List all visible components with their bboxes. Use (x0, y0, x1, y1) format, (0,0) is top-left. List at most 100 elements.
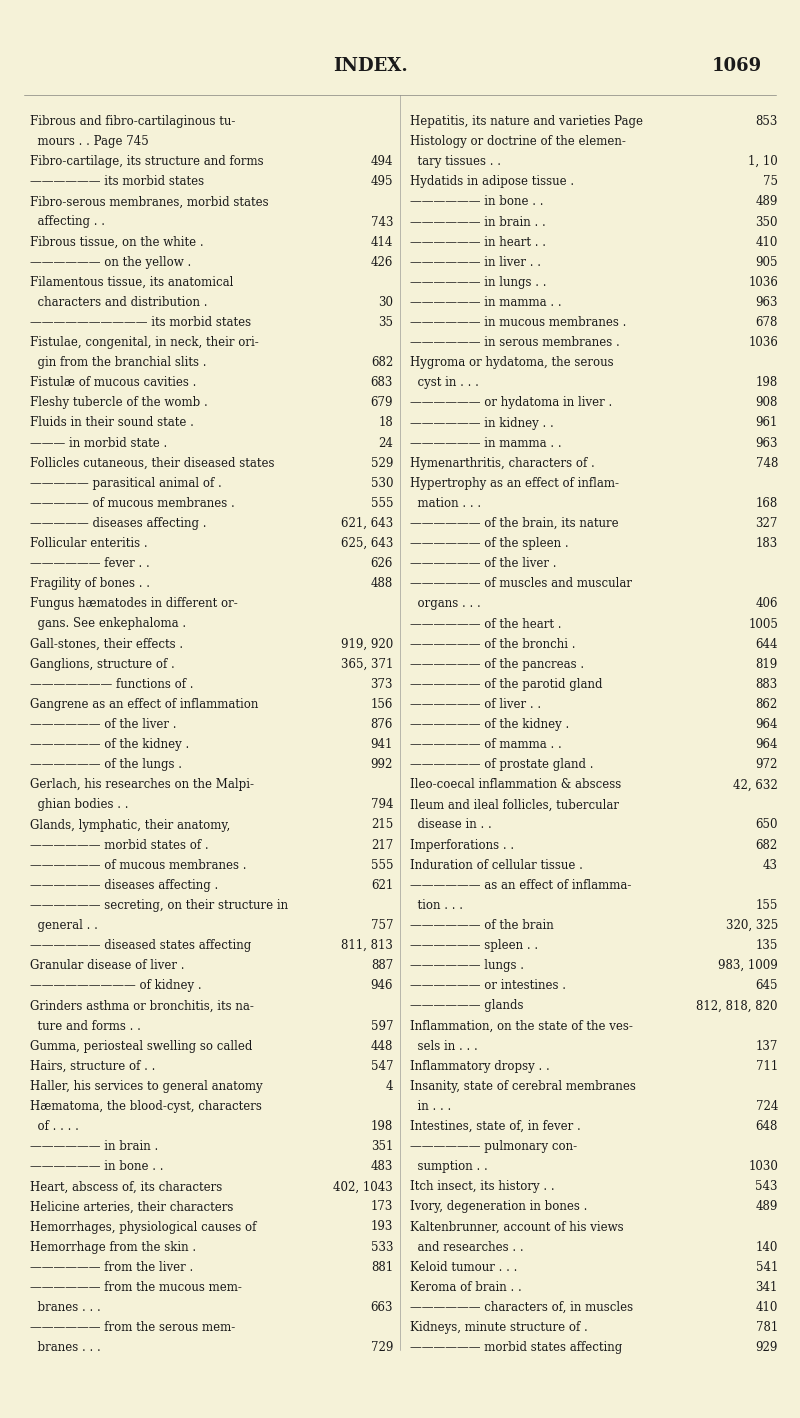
Text: —————— pulmonary con-: —————— pulmonary con- (410, 1140, 577, 1153)
Text: 365, 371: 365, 371 (341, 658, 393, 671)
Text: Fibro-serous membranes, morbid states: Fibro-serous membranes, morbid states (30, 196, 269, 208)
Text: 327: 327 (756, 518, 778, 530)
Text: Gangrene as an effect of inflammation: Gangrene as an effect of inflammation (30, 698, 258, 710)
Text: organs . . .: organs . . . (410, 597, 481, 610)
Text: 819: 819 (756, 658, 778, 671)
Text: 547: 547 (370, 1059, 393, 1072)
Text: 373: 373 (370, 678, 393, 691)
Text: Fibrous tissue, on the white .: Fibrous tissue, on the white . (30, 235, 204, 248)
Text: and researches . .: and researches . . (410, 1241, 524, 1254)
Text: gans. See enkephaloma .: gans. See enkephaloma . (30, 617, 186, 631)
Text: 964: 964 (755, 739, 778, 752)
Text: 140: 140 (756, 1241, 778, 1254)
Text: 964: 964 (755, 718, 778, 732)
Text: —————— of prostate gland .: —————— of prostate gland . (410, 759, 594, 771)
Text: 426: 426 (370, 255, 393, 268)
Text: 876: 876 (370, 718, 393, 732)
Text: Heart, abscess of, its characters: Heart, abscess of, its characters (30, 1180, 222, 1194)
Text: Grinders asthma or bronchitis, its na-: Grinders asthma or bronchitis, its na- (30, 1000, 254, 1012)
Text: ——— in morbid state .: ——— in morbid state . (30, 437, 167, 450)
Text: 946: 946 (370, 980, 393, 993)
Text: 137: 137 (756, 1039, 778, 1052)
Text: 541: 541 (756, 1261, 778, 1273)
Text: general . .: general . . (30, 919, 98, 932)
Text: 193: 193 (370, 1221, 393, 1234)
Text: —————— fever . .: —————— fever . . (30, 557, 150, 570)
Text: 961: 961 (756, 417, 778, 430)
Text: 621, 643: 621, 643 (341, 518, 393, 530)
Text: —————— or hydatoma in liver .: —————— or hydatoma in liver . (410, 397, 612, 410)
Text: Keloid tumour . . .: Keloid tumour . . . (410, 1261, 518, 1273)
Text: 75: 75 (763, 176, 778, 189)
Text: Glands, lymphatic, their anatomy,: Glands, lymphatic, their anatomy, (30, 818, 230, 831)
Text: 919, 920: 919, 920 (341, 638, 393, 651)
Text: 621: 621 (370, 879, 393, 892)
Text: 135: 135 (756, 939, 778, 951)
Text: tion . . .: tion . . . (410, 899, 463, 912)
Text: cyst in . . .: cyst in . . . (410, 376, 479, 390)
Text: Filamentous tissue, its anatomical: Filamentous tissue, its anatomical (30, 275, 234, 289)
Text: 402, 1043: 402, 1043 (334, 1180, 393, 1194)
Text: 320, 325: 320, 325 (726, 919, 778, 932)
Text: 351: 351 (370, 1140, 393, 1153)
Text: —————— as an effect of inflamma-: —————— as an effect of inflamma- (410, 879, 631, 892)
Text: Hygroma or hydatoma, the serous: Hygroma or hydatoma, the serous (410, 356, 614, 369)
Text: 215: 215 (370, 818, 393, 831)
Text: 1, 10: 1, 10 (748, 155, 778, 169)
Text: 448: 448 (370, 1039, 393, 1052)
Text: 929: 929 (756, 1341, 778, 1354)
Text: 941: 941 (370, 739, 393, 752)
Text: —————— in heart . .: —————— in heart . . (410, 235, 546, 248)
Text: branes . . .: branes . . . (30, 1300, 101, 1314)
Text: —————— of the pancreas .: —————— of the pancreas . (410, 658, 584, 671)
Text: 488: 488 (370, 577, 393, 590)
Text: Inflammation, on the state of the ves-: Inflammation, on the state of the ves- (410, 1020, 633, 1032)
Text: —————— morbid states affecting: —————— morbid states affecting (410, 1341, 622, 1354)
Text: affecting . .: affecting . . (30, 216, 105, 228)
Text: —————— from the serous mem-: —————— from the serous mem- (30, 1322, 235, 1334)
Text: —————— in bone . .: —————— in bone . . (410, 196, 543, 208)
Text: Itch insect, its history . .: Itch insect, its history . . (410, 1180, 554, 1194)
Text: Gumma, periosteal swelling so called: Gumma, periosteal swelling so called (30, 1039, 252, 1052)
Text: 743: 743 (370, 216, 393, 228)
Text: —————— of the brain: —————— of the brain (410, 919, 554, 932)
Text: 530: 530 (370, 476, 393, 489)
Text: gin from the branchial slits .: gin from the branchial slits . (30, 356, 206, 369)
Text: —————— in lungs . .: —————— in lungs . . (410, 275, 546, 289)
Text: Keroma of brain . .: Keroma of brain . . (410, 1280, 522, 1293)
Text: Ganglions, structure of .: Ganglions, structure of . (30, 658, 174, 671)
Text: —————— of the kidney .: —————— of the kidney . (410, 718, 570, 732)
Text: ture and forms . .: ture and forms . . (30, 1020, 141, 1032)
Text: —————— spleen . .: —————— spleen . . (410, 939, 538, 951)
Text: mation . . .: mation . . . (410, 496, 481, 510)
Text: —————— on the yellow .: —————— on the yellow . (30, 255, 191, 268)
Text: Fistulæ of mucous cavities .: Fistulæ of mucous cavities . (30, 376, 196, 390)
Text: 887: 887 (370, 959, 393, 973)
Text: —————— diseases affecting .: —————— diseases affecting . (30, 879, 218, 892)
Text: Hemorrhage from the skin .: Hemorrhage from the skin . (30, 1241, 196, 1254)
Text: 1036: 1036 (748, 275, 778, 289)
Text: Fluids in their sound state .: Fluids in their sound state . (30, 417, 194, 430)
Text: 489: 489 (756, 196, 778, 208)
Text: Follicular enteritis .: Follicular enteritis . (30, 537, 148, 550)
Text: —————— morbid states of .: —————— morbid states of . (30, 838, 209, 852)
Text: 972: 972 (756, 759, 778, 771)
Text: Induration of cellular tissue .: Induration of cellular tissue . (410, 859, 583, 872)
Text: 729: 729 (370, 1341, 393, 1354)
Text: Hypertrophy as an effect of inflam-: Hypertrophy as an effect of inflam- (410, 476, 619, 489)
Text: Fleshy tubercle of the womb .: Fleshy tubercle of the womb . (30, 397, 208, 410)
Text: 30: 30 (378, 296, 393, 309)
Text: 644: 644 (755, 638, 778, 651)
Text: 489: 489 (756, 1201, 778, 1214)
Text: 43: 43 (763, 859, 778, 872)
Text: Ivory, degeneration in bones .: Ivory, degeneration in bones . (410, 1201, 587, 1214)
Text: sels in . . .: sels in . . . (410, 1039, 478, 1052)
Text: —————— of the liver .: —————— of the liver . (410, 557, 557, 570)
Text: 24: 24 (378, 437, 393, 450)
Text: 42, 632: 42, 632 (734, 778, 778, 791)
Text: 494: 494 (370, 155, 393, 169)
Text: 529: 529 (370, 457, 393, 469)
Text: 410: 410 (756, 1300, 778, 1314)
Text: Hepatitis, its nature and varieties Page: Hepatitis, its nature and varieties Page (410, 115, 643, 128)
Text: Ileo-coecal inflammation & abscess: Ileo-coecal inflammation & abscess (410, 778, 622, 791)
